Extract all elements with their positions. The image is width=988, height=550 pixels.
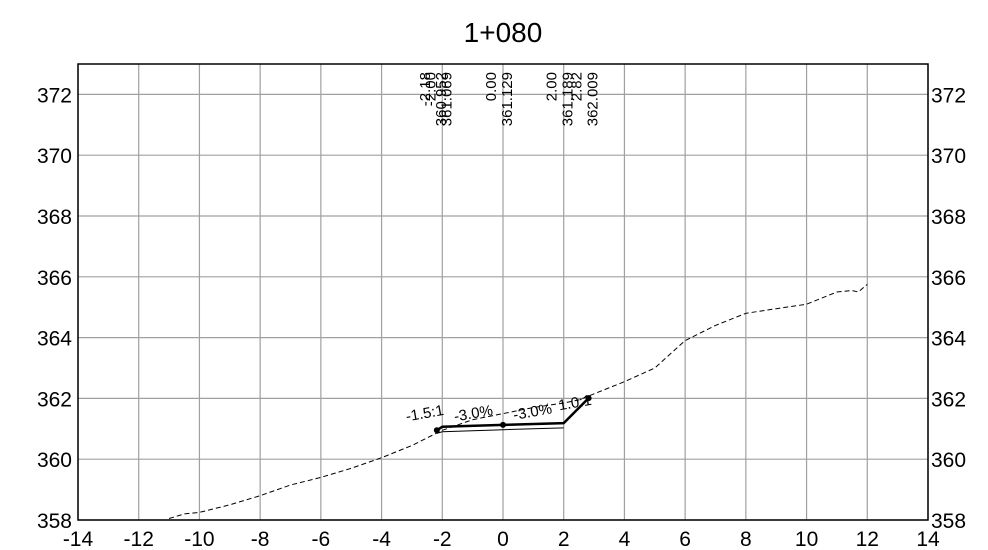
x-tick-label: 6 (679, 528, 691, 550)
ground-line (168, 284, 868, 519)
x-tick-label: 10 (795, 528, 818, 550)
x-axis-ticks: -14 -12 -10 -8 -6 -4 -2 0 2 4 6 8 10 12 14 (63, 528, 940, 550)
grid (77, 64, 929, 521)
chart-title: 1+080 (464, 17, 543, 48)
slope-annotation: -1.5:1 (404, 402, 445, 425)
x-tick-label: -8 (251, 528, 270, 550)
y-tick-label-left: 370 (37, 145, 72, 168)
offset-label: 2.82 (569, 72, 586, 101)
slope-annotations: -1.5:1 -3.0% -3.0% 1.0:1 (404, 392, 593, 426)
y-axis-ticks: 358 358 360 360 362 362 364 364 366 366 368 368 370 3… (37, 84, 966, 533)
surface-point (500, 421, 506, 428)
y-tick-label-right: 362 (931, 388, 966, 411)
offset-label: 2.00 (544, 72, 561, 101)
y-tick-label-right: 372 (931, 84, 966, 107)
surface-point (585, 395, 592, 402)
profile-lines (168, 284, 868, 519)
elevation-label: 362.009 (585, 72, 602, 126)
y-tick-label-right: 364 (931, 328, 966, 351)
offset-label: -2.00 (422, 72, 439, 106)
y-tick-label-right: 370 (931, 145, 966, 168)
y-tick-label-left: 358 (37, 510, 72, 533)
y-tick-label-right: 360 (931, 449, 966, 472)
x-tick-label: -10 (184, 528, 214, 550)
elevation-label: 361.069 (438, 72, 455, 126)
subgrade-line (436, 427, 564, 434)
y-tick-label-right: 368 (931, 206, 966, 229)
offset-label: 0.00 (483, 72, 500, 101)
elevation-label: 361.189 (560, 72, 577, 126)
y-tick-label-left: 372 (37, 84, 72, 107)
x-tick-label: 14 (916, 528, 940, 550)
elevation-label: 361.129 (499, 72, 516, 126)
plot-frame (77, 63, 929, 521)
slope-annotation: -3.0% (453, 402, 495, 426)
surface-point (433, 427, 440, 434)
x-tick-label: -14 (63, 528, 94, 550)
x-tick-label: -6 (312, 528, 331, 550)
offset-label: -2.18 (417, 72, 434, 106)
x-tick-label: 2 (558, 528, 570, 550)
slope-annotation: -3.0% (512, 400, 554, 424)
elevation-label: 360.952 (433, 72, 450, 126)
slope-annotation: 1.0:1 (557, 392, 593, 415)
y-tick-label-left: 360 (37, 449, 72, 472)
x-tick-label: 12 (856, 528, 879, 550)
x-tick-label: 8 (740, 528, 752, 550)
y-tick-label-left: 366 (37, 267, 72, 290)
y-tick-label-right: 358 (931, 510, 966, 533)
y-tick-label-right: 366 (931, 267, 966, 290)
y-tick-label-left: 368 (37, 206, 72, 229)
x-tick-label: -4 (372, 528, 391, 550)
x-tick-label: -12 (124, 528, 154, 550)
x-tick-label: 4 (619, 528, 631, 550)
y-tick-label-left: 362 (37, 388, 72, 411)
x-tick-label: 0 (497, 528, 509, 550)
offset-labels: -2.18 360.952-2.00 361.069 0.00 361.129 2.00 3… (417, 72, 602, 126)
y-tick-label-left: 364 (37, 328, 72, 351)
x-tick-label: -2 (433, 528, 452, 550)
